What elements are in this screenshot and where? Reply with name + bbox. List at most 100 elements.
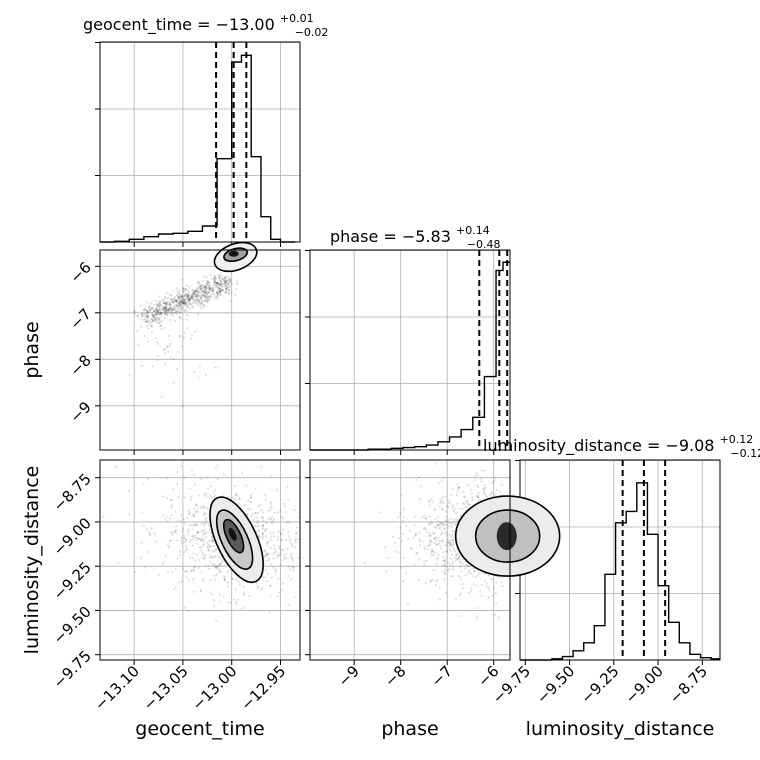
sample-point — [150, 331, 153, 334]
sample-point — [445, 550, 448, 553]
sample-point — [444, 568, 447, 571]
sample-point — [183, 299, 186, 302]
sample-point — [438, 539, 441, 542]
sample-point — [182, 287, 185, 290]
sample-point — [170, 303, 173, 307]
sample-point — [182, 288, 185, 291]
sample-point — [170, 306, 173, 309]
sample-point — [165, 301, 169, 304]
sample-point — [185, 545, 188, 548]
sample-point — [176, 296, 179, 299]
sample-point — [226, 580, 229, 584]
sample-point — [198, 365, 201, 368]
sample-point — [160, 319, 163, 322]
sample-point — [140, 313, 143, 316]
sample-point — [162, 301, 165, 304]
sample-point — [226, 585, 229, 588]
sample-point — [483, 489, 486, 493]
sample-point — [187, 528, 190, 531]
sample-point — [187, 295, 190, 298]
sample-point — [219, 271, 222, 274]
sample-point — [185, 284, 188, 287]
sample-point — [150, 307, 154, 310]
sample-point — [198, 538, 202, 541]
sample-point — [290, 553, 293, 556]
sample-point — [447, 569, 450, 572]
sample-point — [173, 319, 177, 322]
sample-point — [189, 303, 192, 306]
sample-point — [480, 469, 483, 472]
sample-point — [200, 291, 204, 294]
sample-point — [235, 600, 238, 604]
sample-point — [469, 590, 472, 593]
sample-point — [212, 287, 215, 290]
sample-point — [204, 285, 207, 288]
sample-point — [199, 549, 202, 552]
sample-point — [462, 490, 465, 494]
sample-point — [439, 526, 442, 529]
sample-point — [159, 324, 162, 327]
sample-point — [442, 522, 445, 525]
sample-point — [162, 307, 165, 310]
sample-point — [216, 464, 219, 467]
sample-point — [187, 579, 190, 582]
sample-point — [237, 598, 240, 601]
sample-point — [242, 594, 245, 597]
sample-point — [264, 569, 267, 572]
sample-point — [163, 307, 166, 310]
sample-point — [161, 308, 164, 311]
sample-point — [212, 545, 215, 548]
sample-point — [457, 486, 460, 489]
sample-point — [183, 294, 186, 297]
sample-point — [181, 300, 184, 303]
sample-point — [172, 531, 175, 534]
sample-point — [188, 541, 191, 544]
sample-point — [210, 535, 214, 538]
sample-point — [196, 281, 200, 284]
sample-point — [137, 343, 140, 346]
sample-point — [429, 544, 432, 547]
sample-point — [219, 291, 222, 294]
sample-point — [163, 306, 166, 309]
sample-point — [429, 580, 432, 583]
sample-point — [154, 316, 157, 319]
sample-point — [446, 538, 450, 541]
sample-point — [191, 305, 194, 308]
sample-point — [217, 555, 220, 558]
sample-point — [159, 313, 162, 316]
sample-point — [164, 308, 168, 311]
sample-point — [491, 594, 494, 597]
sample-point — [266, 573, 269, 576]
sample-point — [163, 310, 166, 313]
sample-point — [166, 296, 169, 299]
sample-point — [447, 561, 450, 564]
sample-point — [203, 285, 206, 288]
sample-point — [428, 531, 431, 534]
sample-point — [148, 304, 151, 308]
sample-point — [216, 293, 219, 296]
sample-point — [203, 294, 206, 297]
sample-point — [234, 485, 237, 488]
sample-point — [177, 292, 180, 295]
sample-point — [144, 312, 148, 315]
sample-point — [407, 602, 410, 605]
sample-point — [442, 555, 445, 558]
sample-point — [204, 518, 207, 521]
sample-point — [195, 294, 198, 297]
sample-point — [213, 274, 216, 277]
sample-point — [195, 290, 198, 293]
sample-point — [459, 514, 462, 517]
sample-point — [180, 305, 183, 308]
sample-point — [185, 296, 189, 300]
sample-point — [212, 293, 215, 296]
sample-point — [148, 531, 151, 534]
sample-point — [179, 294, 182, 297]
sample-point — [177, 306, 180, 309]
sample-point — [256, 524, 259, 527]
sample-point — [418, 544, 421, 547]
sample-point — [454, 511, 457, 514]
sample-point — [208, 286, 211, 289]
sample-point — [150, 317, 153, 320]
sample-point — [445, 530, 448, 534]
sample-point — [432, 554, 435, 557]
